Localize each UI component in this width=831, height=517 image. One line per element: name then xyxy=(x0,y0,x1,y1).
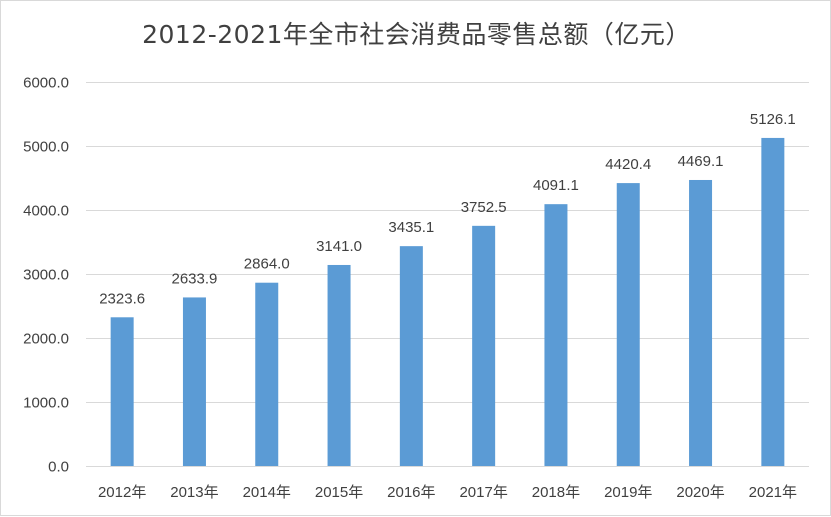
y-tick-label: 0.0 xyxy=(48,459,69,476)
bar xyxy=(327,264,351,466)
data-label: 3435.1 xyxy=(388,219,434,236)
bar xyxy=(544,204,568,466)
data-label: 4091.1 xyxy=(533,177,579,194)
bar xyxy=(110,317,134,466)
data-label: 5126.1 xyxy=(750,111,796,128)
x-tick-label: 2019年 xyxy=(604,484,652,501)
chart-title: 2012-2021年全市社会消费品零售总额（亿元） xyxy=(142,20,691,49)
bar xyxy=(761,137,785,466)
y-tick-label: 1000.0 xyxy=(23,395,69,412)
x-tick-label: 2020年 xyxy=(676,484,724,501)
data-label: 4420.4 xyxy=(605,156,651,173)
x-tick-label: 2018年 xyxy=(532,484,580,501)
bar xyxy=(399,246,423,466)
x-tick-label: 2021年 xyxy=(749,484,797,501)
bar xyxy=(616,183,640,466)
y-tick-label: 3000.0 xyxy=(23,267,69,284)
y-tick-label: 2000.0 xyxy=(23,331,69,348)
y-tick-label: 6000.0 xyxy=(23,75,69,92)
x-tick-label: 2016年 xyxy=(387,484,435,501)
bar xyxy=(472,225,496,466)
x-tick-label: 2013年 xyxy=(170,484,218,501)
x-tick-label: 2015年 xyxy=(315,484,363,501)
x-tick-label: 2017年 xyxy=(459,484,507,501)
data-label: 2633.9 xyxy=(172,270,218,287)
data-label: 2864.0 xyxy=(244,256,290,273)
x-tick-label: 2012年 xyxy=(98,484,146,501)
x-tick-label: 2014年 xyxy=(243,484,291,501)
bar xyxy=(255,282,279,466)
bar xyxy=(182,297,206,466)
data-label: 2323.6 xyxy=(99,290,145,307)
y-tick-label: 4000.0 xyxy=(23,203,69,220)
data-label: 3752.5 xyxy=(461,199,507,216)
y-tick-label: 5000.0 xyxy=(23,139,69,156)
bar xyxy=(689,179,713,466)
data-label: 4469.1 xyxy=(678,153,724,170)
data-label: 3141.0 xyxy=(316,238,362,255)
